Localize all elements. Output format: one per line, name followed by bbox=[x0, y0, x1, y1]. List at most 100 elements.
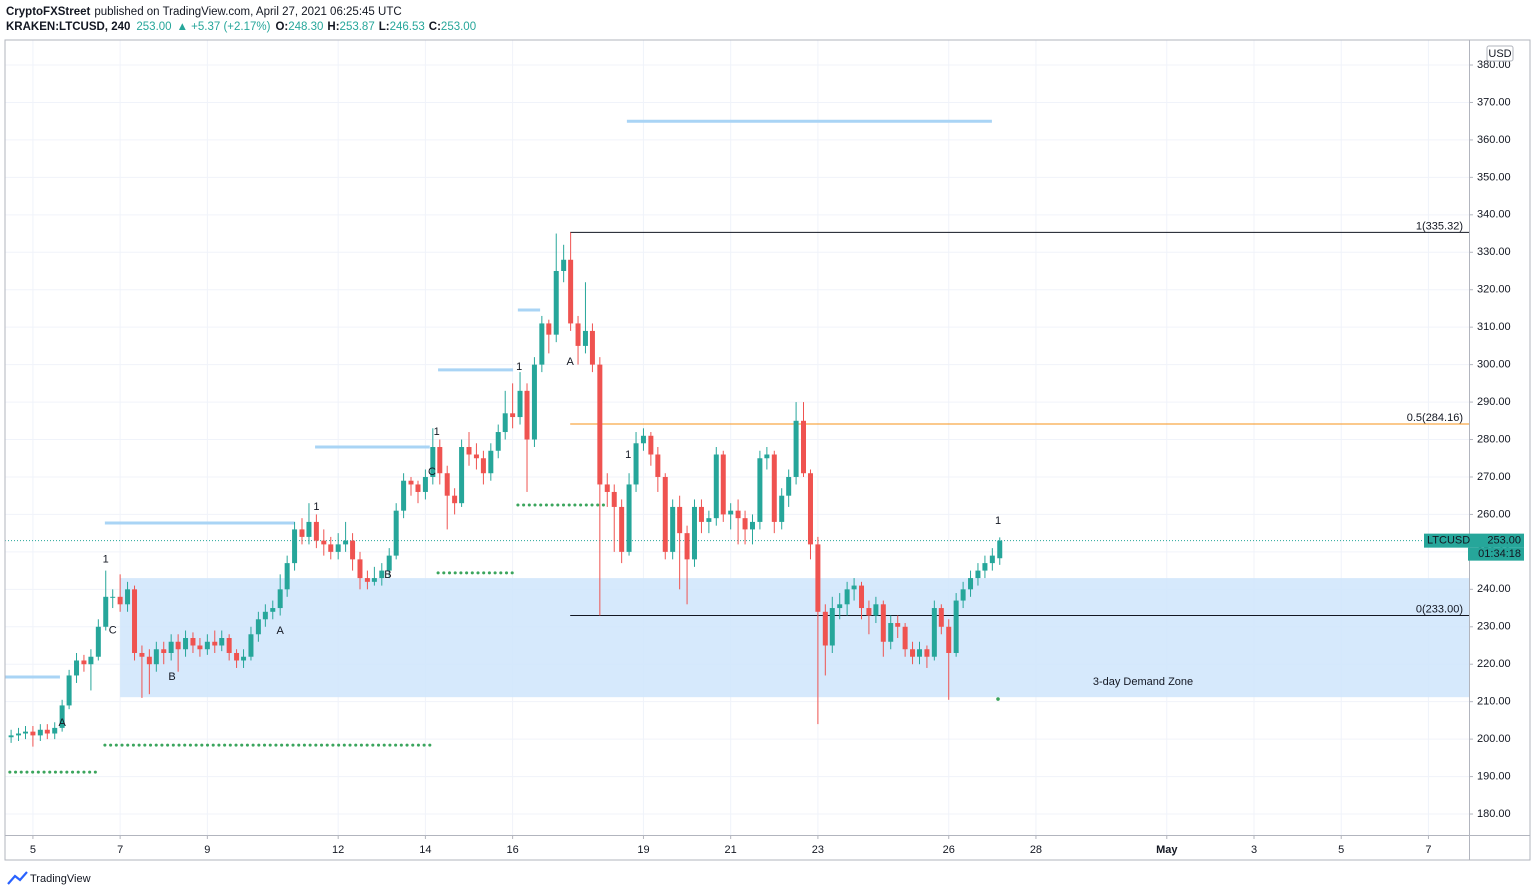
candle-body bbox=[866, 608, 872, 616]
candle-body bbox=[931, 608, 937, 657]
candle-body bbox=[888, 623, 894, 642]
candle-body bbox=[430, 447, 436, 477]
candle-body bbox=[190, 638, 196, 646]
candle-body bbox=[146, 656, 152, 665]
fib-label: 0.5(284.16) bbox=[1407, 412, 1463, 424]
candle-body bbox=[859, 585, 865, 609]
y-tick-label: 290.00 bbox=[1477, 396, 1511, 408]
marker: C bbox=[109, 624, 117, 636]
candle-body bbox=[531, 364, 537, 440]
candle-body bbox=[255, 619, 261, 635]
candle-body bbox=[880, 604, 886, 642]
candle-body bbox=[793, 420, 799, 477]
candle-body bbox=[589, 330, 595, 365]
y-tick-label: 320.00 bbox=[1477, 284, 1511, 296]
candle-body bbox=[379, 570, 385, 579]
candle-body bbox=[771, 454, 777, 522]
candle-body bbox=[720, 454, 726, 515]
candle-body bbox=[357, 559, 363, 579]
logo-icon bbox=[7, 871, 28, 885]
candle-body bbox=[691, 506, 697, 560]
x-tick-label: May bbox=[1156, 844, 1178, 856]
currency-label: USD bbox=[1488, 48, 1511, 60]
candle-body bbox=[8, 735, 14, 738]
candles-layer bbox=[8, 232, 1003, 747]
last-price: 253.00 bbox=[136, 21, 171, 33]
candle-body bbox=[801, 420, 807, 474]
candle-body bbox=[343, 540, 349, 545]
candle-body bbox=[292, 529, 298, 564]
candle-body bbox=[728, 510, 734, 515]
candle-body bbox=[997, 540, 1003, 559]
candle-body bbox=[175, 641, 181, 650]
candle-body bbox=[335, 544, 341, 552]
symbol: KRAKEN:LTCUSD, 240 bbox=[6, 21, 130, 33]
publish-line: CryptoFXStreet published on TradingView.c… bbox=[6, 6, 402, 18]
grid bbox=[5, 40, 1469, 835]
candle-body bbox=[633, 443, 639, 485]
candle-body bbox=[575, 323, 581, 346]
marker: 1 bbox=[625, 449, 631, 461]
candle-body bbox=[22, 731, 28, 734]
change: ▲ +5.37 (+2.17%) bbox=[177, 21, 271, 33]
y-tick-label: 180.00 bbox=[1477, 808, 1511, 820]
candle-body bbox=[480, 458, 486, 474]
candle-body bbox=[212, 641, 218, 646]
candle-body bbox=[52, 727, 58, 734]
candle-body bbox=[553, 270, 559, 335]
candle-body bbox=[66, 675, 72, 706]
ohlc-value: 253.87 bbox=[340, 21, 375, 33]
candle-body bbox=[306, 521, 312, 537]
symbol-line: KRAKEN:LTCUSD, 240 253.00 ▲ +5.37 (+2.17%)… bbox=[6, 21, 476, 33]
chart-frame bbox=[4, 39, 1531, 861]
x-tick-label: 14 bbox=[419, 844, 431, 856]
candle-body bbox=[546, 323, 552, 335]
y-tick-label: 340.00 bbox=[1477, 209, 1511, 221]
ohlc-value: 246.53 bbox=[390, 21, 425, 33]
candle-body bbox=[125, 589, 131, 605]
candle-body bbox=[422, 476, 428, 492]
timer: 01:34:18 bbox=[1478, 548, 1521, 560]
candle-body bbox=[582, 330, 588, 346]
candle-body bbox=[917, 649, 923, 657]
candle-body bbox=[473, 454, 479, 459]
x-tick-label: 12 bbox=[332, 844, 344, 856]
x-tick-label: 16 bbox=[506, 844, 518, 856]
candle-body bbox=[517, 390, 523, 418]
candle-body bbox=[262, 611, 268, 620]
demand-zone-label: 3-day Demand Zone bbox=[1093, 676, 1193, 688]
candle-body bbox=[670, 506, 676, 552]
candle-body bbox=[968, 578, 974, 590]
candle-body bbox=[938, 608, 944, 627]
ohlc-label: H: bbox=[327, 21, 339, 33]
candle-body bbox=[234, 652, 240, 661]
candle-body bbox=[502, 413, 508, 433]
candle-body bbox=[168, 641, 174, 653]
timer-tag bbox=[1468, 547, 1524, 561]
candle-body bbox=[662, 476, 668, 552]
candle-body bbox=[277, 589, 283, 609]
candle-body bbox=[452, 495, 458, 504]
x-tick-label: 5 bbox=[1338, 844, 1344, 856]
candle-body bbox=[735, 510, 741, 519]
candle-body bbox=[74, 660, 80, 676]
marker: A bbox=[58, 717, 66, 729]
candle-body bbox=[328, 544, 334, 552]
ohlc-label: L: bbox=[379, 21, 390, 33]
candle-body bbox=[139, 652, 145, 657]
ohlc-label: O: bbox=[275, 21, 288, 33]
x-tick-label: 7 bbox=[1425, 844, 1431, 856]
price-tag-symbol: LTCUSD bbox=[1427, 535, 1470, 547]
y-tick-label: 270.00 bbox=[1477, 471, 1511, 483]
candle-body bbox=[488, 450, 494, 474]
candle-body bbox=[713, 454, 719, 519]
support-dot bbox=[996, 697, 1000, 701]
candle-body bbox=[684, 533, 690, 560]
candle-body bbox=[902, 626, 908, 650]
marker: B bbox=[384, 569, 391, 581]
y-tick-label: 330.00 bbox=[1477, 246, 1511, 258]
candle-body bbox=[655, 454, 661, 477]
y-tick-label: 200.00 bbox=[1477, 733, 1511, 745]
y-tick-label: 370.00 bbox=[1477, 96, 1511, 108]
